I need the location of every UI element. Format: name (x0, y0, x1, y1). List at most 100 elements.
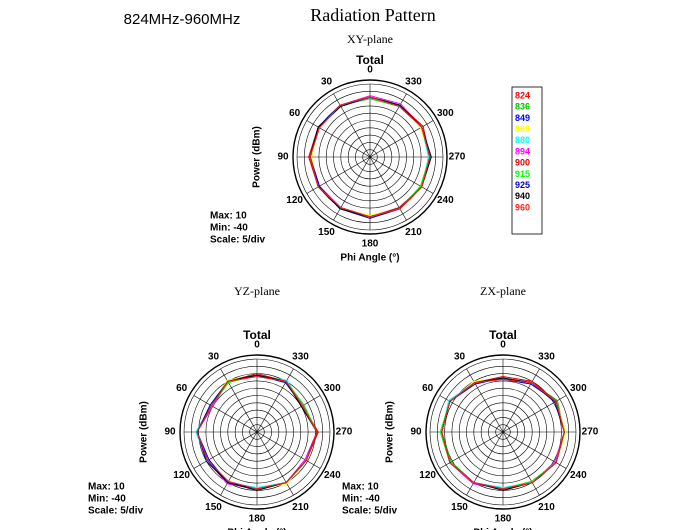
angle-label: 60 (289, 108, 301, 119)
grid-spoke (333, 93, 371, 158)
angle-label: 270 (582, 427, 599, 438)
angle-label: 330 (538, 351, 555, 362)
angle-label: 0 (367, 65, 373, 76)
angle-label: 180 (249, 514, 266, 525)
angle-label: 90 (277, 152, 289, 163)
legend-entry: 869 (515, 124, 530, 134)
x-axis-label: Phi Angle (°) (340, 253, 399, 264)
outer-ring (425, 354, 581, 510)
grid-spoke (306, 156, 371, 194)
legend-entry: 849 (515, 113, 530, 123)
scale-note: Scale: 5/div (342, 506, 397, 517)
angle-label: 30 (454, 351, 466, 362)
grid-spoke (466, 431, 504, 496)
scale-note: Max: 10 (210, 211, 247, 222)
pattern-line (196, 375, 318, 490)
grid-spoke (439, 395, 504, 433)
angle-label: 210 (292, 502, 309, 513)
scale-note: Scale: 5/div (210, 235, 265, 246)
angle-label: 210 (538, 502, 555, 513)
angle-label: 60 (176, 383, 188, 394)
angle-label: 30 (321, 76, 333, 87)
grid-spoke (220, 368, 258, 433)
angle-label: 120 (419, 470, 436, 481)
chart-title: Total (489, 328, 517, 342)
legend-entry: 824 (515, 90, 530, 100)
y-axis-label: Power (dBm) (385, 401, 396, 463)
legend-entry: 960 (515, 202, 530, 212)
angle-label: 150 (205, 502, 222, 513)
y-axis-label: Power (dBm) (139, 401, 150, 463)
page-title: Radiation Pattern (310, 5, 435, 25)
pattern-line (309, 96, 431, 218)
plane-label: YZ-plane (234, 284, 280, 298)
scale-note: Min: -40 (88, 494, 126, 505)
angle-label: 240 (570, 470, 587, 481)
grid-spoke (369, 156, 434, 194)
grid-spoke (256, 395, 321, 433)
outer-ring (179, 354, 335, 510)
angle-label: 330 (292, 351, 309, 362)
angle-label: 150 (318, 227, 335, 238)
angle-label: 0 (254, 340, 260, 351)
grid-spoke (333, 156, 371, 221)
angle-label: 300 (570, 383, 587, 394)
grid-spoke (193, 395, 258, 433)
y-axis-label: Power (dBm) (252, 126, 263, 188)
plane-label: ZX-plane (480, 284, 526, 298)
grid-spoke (502, 368, 540, 433)
grid-spoke (220, 431, 258, 496)
chart-title: Total (243, 328, 271, 342)
angle-label: 120 (173, 470, 190, 481)
legend-entry: 940 (515, 191, 530, 201)
angle-label: 120 (286, 195, 303, 206)
angle-label: 300 (437, 108, 454, 119)
grid-spoke (502, 395, 567, 433)
grid-spoke (502, 431, 567, 469)
angle-label: 150 (451, 502, 468, 513)
scale-note: Scale: 5/div (88, 506, 143, 517)
angle-label: 240 (324, 470, 341, 481)
angle-label: 0 (500, 340, 506, 351)
x-axis-label: Phi Angle (°) (227, 528, 286, 530)
angle-label: 90 (164, 427, 176, 438)
grid-spoke (369, 156, 407, 221)
angle-label: 180 (362, 239, 379, 250)
legend-box (511, 86, 543, 235)
legend-entry: 925 (515, 180, 530, 190)
grid-spoke (256, 368, 294, 433)
angle-label: 60 (422, 383, 434, 394)
scale-note: Max: 10 (342, 482, 379, 493)
angle-label: 180 (495, 514, 512, 525)
angle-label: 30 (208, 351, 220, 362)
legend-entry: 894 (515, 146, 530, 156)
legend-entry: 836 (515, 102, 530, 112)
grid-spoke (256, 431, 321, 469)
angle-label: 270 (449, 152, 466, 163)
scale-note: Max: 10 (88, 482, 125, 493)
grid-spoke (439, 431, 504, 469)
pattern-line (441, 378, 565, 490)
outer-ring (292, 79, 448, 235)
angle-label: 300 (324, 383, 341, 394)
legend-entry: 900 (515, 158, 530, 168)
grid-spoke (466, 368, 504, 433)
angle-label: 90 (410, 427, 422, 438)
grid-spoke (193, 431, 258, 469)
band-label: 824MHz-960MHz (124, 11, 241, 28)
angle-label: 270 (336, 427, 353, 438)
x-axis-label: Phi Angle (°) (473, 528, 532, 530)
grid-spoke (502, 431, 540, 496)
angle-label: 210 (405, 227, 422, 238)
grid-spoke (306, 120, 371, 158)
plane-label: XY-plane (347, 32, 393, 46)
scale-note: Min: -40 (342, 494, 380, 505)
legend-entry: 915 (515, 169, 530, 179)
angle-label: 330 (405, 76, 422, 87)
angle-label: 240 (437, 195, 454, 206)
scale-note: Min: -40 (210, 223, 248, 234)
chart-title: Total (356, 53, 384, 67)
legend-entry: 880 (515, 135, 530, 145)
grid-spoke (256, 431, 294, 496)
